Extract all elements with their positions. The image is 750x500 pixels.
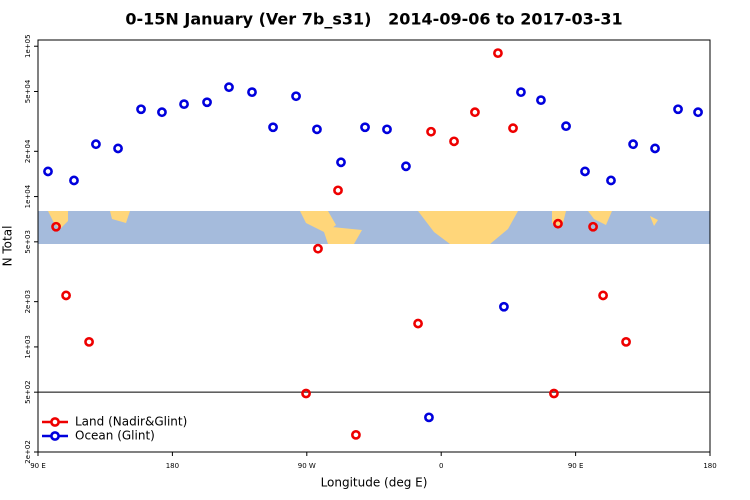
- y-tick-label: 2e+03: [24, 290, 32, 314]
- point: [91, 139, 101, 150]
- y-tick-label: 5e+03: [24, 230, 32, 254]
- point: [268, 122, 278, 133]
- legend-label: Land (Nadir&Glint): [75, 415, 187, 429]
- point: [333, 185, 343, 196]
- y-tick-label: 5e+04: [24, 79, 32, 103]
- point: [508, 123, 518, 134]
- point: [549, 388, 559, 399]
- y-tick-label: 2e+02: [24, 440, 32, 464]
- x-tick-label: 180: [166, 462, 179, 470]
- point: [84, 336, 94, 347]
- y-tick-label: 1e+05: [24, 34, 32, 58]
- point: [606, 175, 616, 186]
- point: [301, 388, 311, 399]
- x-tick-label: 90 E: [30, 462, 46, 470]
- point: [413, 318, 423, 329]
- point: [628, 139, 638, 150]
- point: [516, 87, 526, 98]
- y-tick-label: 2e+04: [24, 139, 32, 163]
- y-tick-label: 1e+04: [24, 184, 32, 208]
- legend-marker: [50, 417, 60, 427]
- point: [580, 166, 590, 177]
- point: [224, 82, 234, 93]
- point: [693, 107, 703, 118]
- point: [179, 99, 189, 110]
- point: [493, 48, 503, 59]
- point: [202, 97, 212, 108]
- point: [51, 221, 61, 232]
- x-tick-label: 0: [439, 462, 443, 470]
- point: [382, 124, 392, 135]
- point: [650, 143, 660, 154]
- x-tick-label: 90 E: [568, 462, 584, 470]
- point: [336, 157, 346, 168]
- point: [113, 143, 123, 154]
- x-axis-label: Longitude (deg E): [321, 476, 428, 490]
- point: [61, 290, 71, 301]
- point: [553, 218, 563, 229]
- point: [157, 107, 167, 118]
- point: [499, 301, 509, 312]
- point: [424, 412, 434, 423]
- plot-frame: [37, 39, 711, 453]
- point: [69, 175, 79, 186]
- point: [470, 107, 480, 118]
- point: [360, 122, 370, 133]
- point: [313, 243, 323, 254]
- legend-marker: [50, 431, 60, 441]
- point: [43, 166, 53, 177]
- point: [401, 161, 411, 172]
- y-axis-label: N Total: [1, 226, 15, 267]
- point: [621, 336, 631, 347]
- point: [598, 290, 608, 301]
- point: [588, 221, 598, 232]
- point: [247, 87, 257, 98]
- y-tick-label: 1e+03: [24, 335, 32, 359]
- point: [536, 95, 546, 106]
- point: [312, 124, 322, 135]
- point: [136, 104, 146, 115]
- legend-label: Ocean (Glint): [75, 429, 155, 443]
- point: [291, 91, 301, 102]
- map-strip: [38, 211, 710, 244]
- chart-title: 0-15N January (Ver 7b_s31) 2014-09-06 to…: [125, 10, 622, 29]
- point: [673, 104, 683, 115]
- x-tick-label: 90 W: [298, 462, 316, 470]
- point: [426, 126, 436, 137]
- point: [351, 429, 361, 440]
- y-tick-label: 5e+02: [24, 380, 32, 404]
- x-tick-label: 180: [703, 462, 716, 470]
- point: [561, 121, 571, 132]
- point: [449, 136, 459, 147]
